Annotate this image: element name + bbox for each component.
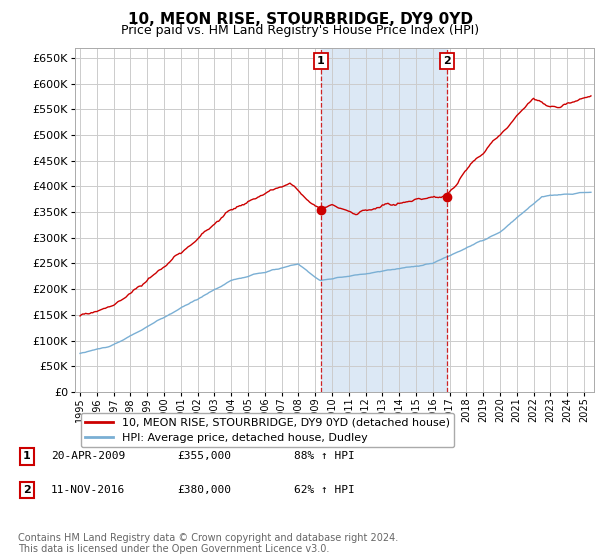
Text: 1: 1 — [317, 56, 325, 66]
Text: 11-NOV-2016: 11-NOV-2016 — [51, 485, 125, 495]
Text: 2: 2 — [23, 485, 31, 495]
Text: 10, MEON RISE, STOURBRIDGE, DY9 0YD: 10, MEON RISE, STOURBRIDGE, DY9 0YD — [128, 12, 473, 27]
Text: Price paid vs. HM Land Registry's House Price Index (HPI): Price paid vs. HM Land Registry's House … — [121, 24, 479, 36]
Text: 1: 1 — [23, 451, 31, 461]
Text: 62% ↑ HPI: 62% ↑ HPI — [294, 485, 355, 495]
Text: 88% ↑ HPI: 88% ↑ HPI — [294, 451, 355, 461]
Text: £380,000: £380,000 — [177, 485, 231, 495]
Text: 20-APR-2009: 20-APR-2009 — [51, 451, 125, 461]
Text: 2: 2 — [443, 56, 451, 66]
Legend: 10, MEON RISE, STOURBRIDGE, DY9 0YD (detached house), HPI: Average price, detach: 10, MEON RISE, STOURBRIDGE, DY9 0YD (det… — [80, 413, 454, 447]
Text: Contains HM Land Registry data © Crown copyright and database right 2024.
This d: Contains HM Land Registry data © Crown c… — [18, 533, 398, 554]
Bar — [321, 48, 447, 392]
Text: £355,000: £355,000 — [177, 451, 231, 461]
